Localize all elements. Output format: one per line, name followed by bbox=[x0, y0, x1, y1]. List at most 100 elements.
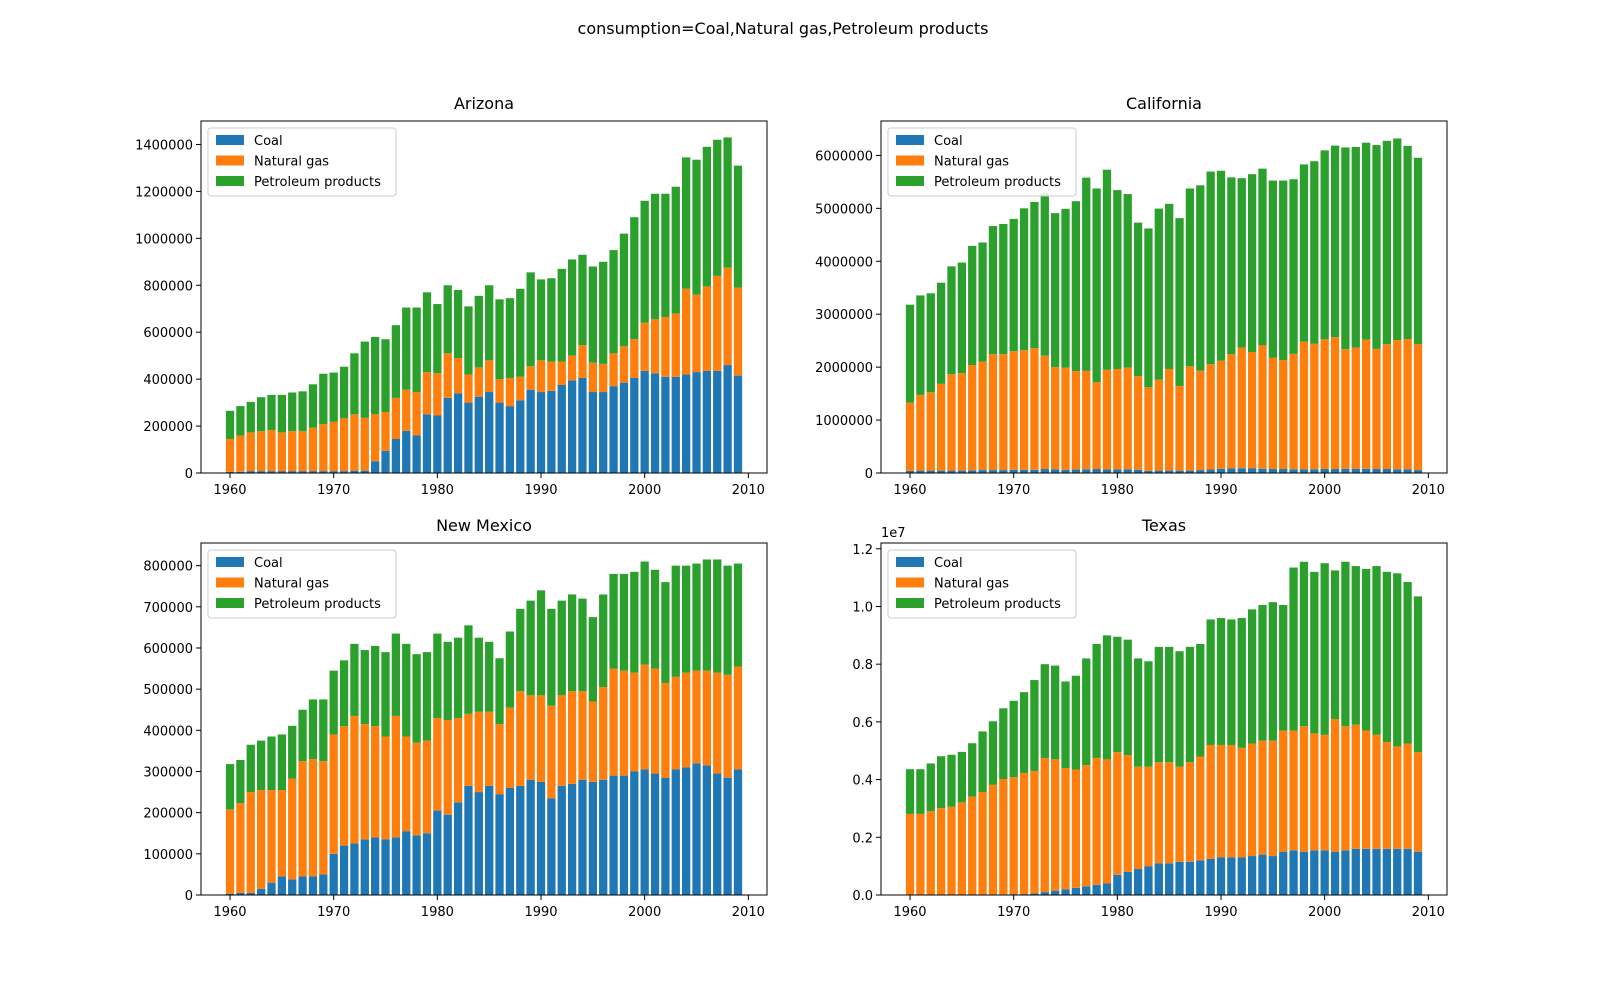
texas-bar-natural-gas-1966 bbox=[968, 796, 977, 895]
texas-bar-coal-1997 bbox=[1289, 850, 1298, 895]
figure-suptitle: consumption=Coal,Natural gas,Petroleum p… bbox=[578, 19, 989, 38]
new-mexico-bar-natural-gas-2009 bbox=[733, 666, 743, 770]
california-bar-natural-gas-2007 bbox=[1393, 340, 1402, 470]
new-mexico-bar-petroleum-products-1962 bbox=[246, 744, 255, 793]
new-mexico-bar-natural-gas-1979 bbox=[422, 740, 432, 834]
california-bar-petroleum-products-2000 bbox=[1320, 150, 1329, 340]
california-bar-petroleum-products-1980 bbox=[1113, 190, 1122, 369]
new-mexico-bar-petroleum-products-1990 bbox=[536, 590, 546, 696]
texas-bar-petroleum-products-1981 bbox=[1123, 639, 1132, 756]
california-bar-petroleum-products-1969 bbox=[999, 223, 1008, 355]
california-bar-petroleum-products-1973 bbox=[1040, 193, 1049, 356]
california-bar-natural-gas-1990 bbox=[1216, 360, 1226, 469]
new-mexico-bar-coal-1962 bbox=[246, 892, 255, 895]
arizona-legend-swatch-petroleum-products bbox=[216, 176, 244, 186]
california-bar-natural-gas-1999 bbox=[1310, 343, 1319, 470]
arizona-bar-natural-gas-1998 bbox=[619, 346, 629, 383]
arizona-bar-natural-gas-1965 bbox=[277, 432, 286, 472]
texas-bar-natural-gas-1962 bbox=[926, 811, 935, 895]
new-mexico-bar-coal-1998 bbox=[619, 775, 629, 895]
california-bar-natural-gas-2001 bbox=[1330, 337, 1340, 470]
subplot-grid: 1960 1970 1980 1990 2000 20100200000400000600… bbox=[135, 94, 1448, 920]
texas-bar-natural-gas-1994 bbox=[1258, 740, 1267, 855]
new-mexico-legend-label-petroleum-products: Petroleum products bbox=[254, 597, 381, 612]
arizona-bar-petroleum-products-1997 bbox=[609, 250, 618, 354]
texas-bar-natural-gas-1973 bbox=[1040, 757, 1049, 893]
new-mexico-bar-natural-gas-1999 bbox=[630, 672, 639, 772]
texas-bar-natural-gas-1989 bbox=[1206, 744, 1215, 859]
texas-legend-label-natural-gas: Natural gas bbox=[934, 577, 1009, 592]
california-bar-coal-1975 bbox=[1061, 469, 1070, 473]
california-bar-coal-1981 bbox=[1123, 469, 1132, 473]
texas-bar-coal-1994 bbox=[1258, 854, 1267, 895]
california-bar-natural-gas-1964 bbox=[947, 374, 956, 471]
california-bar-coal-1961 bbox=[916, 470, 925, 473]
california-bar-natural-gas-1986 bbox=[1175, 385, 1184, 471]
texas-xtick-label-1990: 1990 bbox=[1204, 905, 1237, 920]
arizona-bar-petroleum-products-1982 bbox=[453, 289, 463, 359]
california-bar-natural-gas-2005 bbox=[1372, 348, 1381, 470]
arizona-bar-petroleum-products-1980 bbox=[433, 304, 442, 374]
arizona-bar-petroleum-products-1969 bbox=[319, 373, 328, 425]
new-mexico-bar-petroleum-products-1964 bbox=[267, 736, 276, 791]
arizona-ytick-label-7: 1400000 bbox=[135, 138, 193, 153]
texas-bar-coal-1980 bbox=[1113, 874, 1122, 895]
texas-bar-natural-gas-1975 bbox=[1061, 768, 1070, 890]
california-series-natural-gas bbox=[905, 337, 1423, 471]
california-bar-petroleum-products-1996 bbox=[1279, 180, 1288, 360]
new-mexico-bar-natural-gas-2005 bbox=[692, 670, 701, 764]
arizona-bar-coal-1984 bbox=[474, 396, 483, 473]
texas-bar-petroleum-products-1991 bbox=[1227, 619, 1236, 745]
california-bar-petroleum-products-1967 bbox=[978, 242, 987, 362]
new-mexico-legend-label-natural-gas: Natural gas bbox=[254, 577, 329, 592]
arizona-bar-coal-1994 bbox=[578, 377, 587, 473]
new-mexico-bar-natural-gas-2006 bbox=[702, 670, 712, 766]
texas-bar-coal-1992 bbox=[1237, 857, 1246, 895]
california-ytick-label-0: 0 bbox=[865, 467, 873, 482]
arizona-bar-natural-gas-1988 bbox=[516, 376, 525, 401]
arizona-bar-petroleum-products-1960 bbox=[225, 410, 235, 439]
new-mexico-bar-coal-2001 bbox=[650, 773, 660, 895]
california-bar-petroleum-products-1999 bbox=[1310, 161, 1319, 344]
new-mexico-bar-coal-1963 bbox=[256, 888, 266, 895]
california-bar-petroleum-products-2003 bbox=[1351, 146, 1360, 348]
new-mexico-bar-natural-gas-1974 bbox=[371, 726, 380, 838]
california-bar-natural-gas-2009 bbox=[1413, 344, 1423, 471]
california-bar-natural-gas-1994 bbox=[1258, 345, 1267, 469]
new-mexico-bar-coal-1986 bbox=[495, 794, 504, 895]
new-mexico-bar-coal-2007 bbox=[713, 773, 722, 895]
texas-bar-petroleum-products-1983 bbox=[1144, 661, 1153, 767]
texas-bar-coal-1993 bbox=[1247, 856, 1257, 895]
new-mexico-bar-natural-gas-1977 bbox=[402, 736, 411, 832]
new-mexico-bar-petroleum-products-1995 bbox=[588, 617, 597, 702]
california-bar-coal-1969 bbox=[999, 470, 1008, 473]
texas-bar-natural-gas-1972 bbox=[1030, 770, 1039, 894]
new-mexico-bar-petroleum-products-1991 bbox=[547, 608, 556, 706]
arizona-bar-natural-gas-1967 bbox=[298, 431, 307, 472]
california-bar-petroleum-products-1997 bbox=[1289, 179, 1298, 354]
arizona-bar-coal-1970 bbox=[329, 471, 338, 473]
arizona-bar-petroleum-products-1967 bbox=[298, 391, 307, 432]
arizona-bar-natural-gas-1989 bbox=[526, 366, 535, 390]
arizona-bar-petroleum-products-1962 bbox=[246, 401, 255, 433]
texas-bar-natural-gas-1965 bbox=[957, 802, 966, 895]
texas-bar-coal-1975 bbox=[1061, 889, 1070, 895]
new-mexico-bar-coal-1977 bbox=[402, 831, 411, 895]
arizona-bar-natural-gas-1993 bbox=[567, 355, 577, 381]
arizona-ytick-label-1: 200000 bbox=[143, 420, 193, 435]
texas-bar-petroleum-products-2002 bbox=[1341, 561, 1350, 727]
california-bar-petroleum-products-1985 bbox=[1165, 203, 1174, 369]
new-mexico-bar-natural-gas-1997 bbox=[609, 668, 618, 776]
california-bar-natural-gas-1973 bbox=[1040, 355, 1049, 470]
texas-bar-natural-gas-1961 bbox=[916, 813, 925, 895]
california-bar-coal-1964 bbox=[947, 470, 956, 473]
texas-bar-natural-gas-1991 bbox=[1227, 744, 1236, 858]
california-bar-natural-gas-1963 bbox=[936, 383, 946, 471]
california-bar-coal-1971 bbox=[1019, 469, 1029, 473]
new-mexico-series-natural-gas bbox=[225, 664, 743, 894]
new-mexico-bar-petroleum-products-1970 bbox=[329, 670, 338, 735]
arizona-bar-natural-gas-2005 bbox=[692, 294, 701, 373]
new-mexico-bar-petroleum-products-1982 bbox=[453, 637, 463, 718]
california-bar-natural-gas-1970 bbox=[1009, 351, 1018, 470]
new-mexico-bar-natural-gas-1961 bbox=[236, 803, 245, 893]
